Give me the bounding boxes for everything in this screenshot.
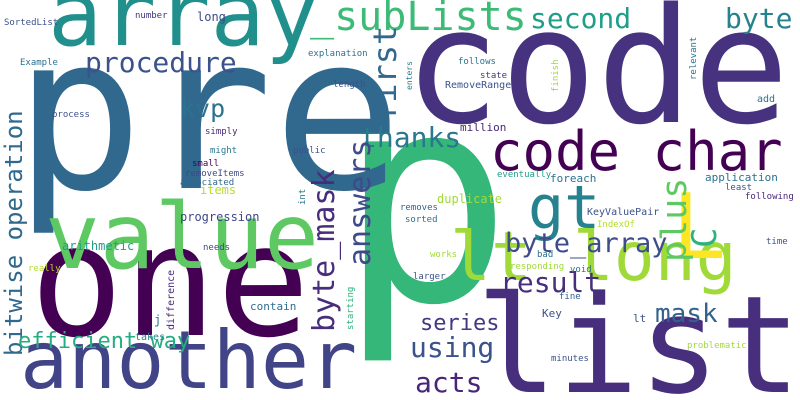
word: RemoveRange xyxy=(445,80,511,91)
word: follows xyxy=(458,57,496,67)
word: L xyxy=(672,175,726,280)
word: contain xyxy=(250,300,296,313)
word: thanks xyxy=(360,121,461,154)
word: lt long xyxy=(450,218,737,297)
word: p xyxy=(338,32,513,369)
word: one xyxy=(30,191,310,372)
word: enters xyxy=(405,61,414,90)
word: public xyxy=(293,146,326,156)
word: void xyxy=(570,265,592,275)
word: minutes xyxy=(551,354,589,364)
word: difference xyxy=(166,270,177,330)
word: code xyxy=(404,0,789,160)
word: long xyxy=(197,10,226,24)
word: arithmetic xyxy=(62,239,134,253)
word: following xyxy=(745,192,794,202)
word: answers xyxy=(343,140,378,266)
word: list xyxy=(476,267,800,400)
word: sorted xyxy=(405,215,438,225)
word: code char xyxy=(490,120,783,183)
word: progression xyxy=(180,210,259,224)
word: relevant xyxy=(689,37,699,80)
word: second xyxy=(530,2,631,35)
word: int xyxy=(298,189,308,205)
word: result xyxy=(500,266,601,299)
word: Example xyxy=(20,58,58,68)
word: works xyxy=(430,250,457,260)
word: SortedList xyxy=(4,18,58,28)
word: IndexOf xyxy=(597,220,635,230)
word: takes xyxy=(135,332,165,343)
word: items xyxy=(200,183,236,197)
word: procedure xyxy=(85,46,237,79)
word: array xyxy=(48,0,319,67)
word: first xyxy=(366,26,404,122)
word: least xyxy=(725,183,752,193)
word: small xyxy=(192,159,219,169)
word: bitwise operation xyxy=(0,110,28,356)
word: starting xyxy=(346,287,356,330)
word: lt xyxy=(633,312,646,325)
word: another xyxy=(20,314,357,400)
word: really xyxy=(28,264,61,274)
word: might xyxy=(210,146,237,156)
word: acts xyxy=(415,366,482,399)
word: removeItems xyxy=(185,169,245,179)
word: duplicate xyxy=(437,192,502,206)
word: plus xyxy=(655,178,695,262)
word: application xyxy=(705,171,778,184)
word: gt xyxy=(528,173,600,243)
word: foreach xyxy=(550,172,596,185)
word: associated xyxy=(180,178,234,188)
word: responding xyxy=(510,262,564,272)
word: eventually xyxy=(497,170,552,180)
word: time xyxy=(766,237,788,247)
word: byte xyxy=(725,2,792,35)
word: _subLists xyxy=(310,0,527,40)
word: length xyxy=(333,80,366,90)
word: efficient way xyxy=(18,329,190,354)
word: fine xyxy=(559,292,581,302)
word: byte_mask xyxy=(307,169,342,332)
word: million xyxy=(460,121,506,134)
word: removes xyxy=(400,203,438,213)
word: pre xyxy=(14,0,402,239)
word: needs xyxy=(203,243,230,253)
word: problematic xyxy=(687,341,747,351)
word: bad xyxy=(537,250,553,260)
word: process xyxy=(52,110,90,120)
word: mask xyxy=(655,299,718,329)
word: value xyxy=(45,185,319,290)
word: series xyxy=(420,311,499,336)
word: Key xyxy=(542,307,562,320)
word: byte_array xyxy=(505,228,668,259)
word: number xyxy=(135,11,168,21)
word: explanation xyxy=(308,49,368,59)
word: j xyxy=(154,313,161,327)
word: add xyxy=(757,94,775,105)
word: state xyxy=(480,71,507,81)
word: simply xyxy=(205,127,238,137)
word: C xyxy=(685,228,725,248)
word: finish xyxy=(551,59,561,92)
word: larger xyxy=(413,272,446,282)
word: KeyValuePair xyxy=(587,207,659,218)
word: using xyxy=(410,331,494,364)
word: kvp xyxy=(180,94,225,123)
